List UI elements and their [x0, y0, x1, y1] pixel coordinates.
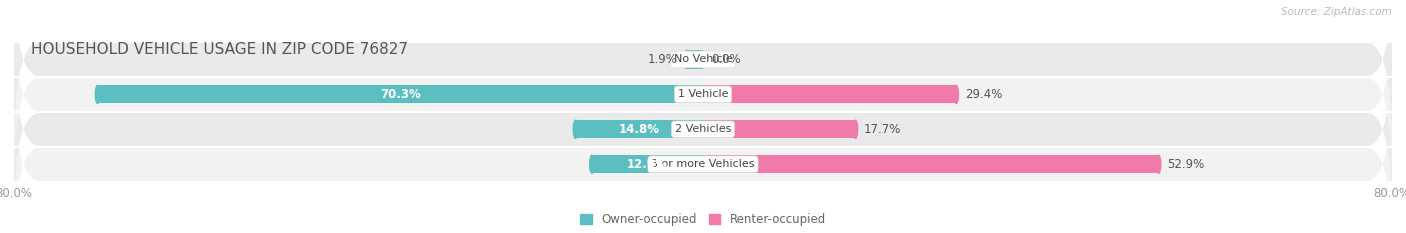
Text: 1 Vehicle: 1 Vehicle [678, 89, 728, 99]
Text: 3 or more Vehicles: 3 or more Vehicles [651, 159, 755, 169]
Circle shape [953, 85, 959, 103]
Text: 14.8%: 14.8% [619, 123, 659, 136]
Bar [703, 155, 1159, 173]
Text: 2 Vehicles: 2 Vehicles [675, 124, 731, 134]
Bar [703, 120, 855, 138]
FancyBboxPatch shape [14, 0, 1392, 147]
Circle shape [1156, 155, 1161, 173]
Text: 12.9%: 12.9% [627, 158, 668, 171]
Text: 29.4%: 29.4% [965, 88, 1002, 101]
Text: 0.0%: 0.0% [711, 53, 741, 66]
Text: 52.9%: 52.9% [1167, 158, 1205, 171]
Circle shape [589, 155, 595, 173]
Bar [97, 85, 703, 103]
Bar [592, 155, 703, 173]
Circle shape [853, 120, 858, 138]
Bar [703, 85, 956, 103]
Legend: Owner-occupied, Renter-occupied: Owner-occupied, Renter-occupied [579, 213, 827, 226]
Text: HOUSEHOLD VEHICLE USAGE IN ZIP CODE 76827: HOUSEHOLD VEHICLE USAGE IN ZIP CODE 7682… [31, 42, 408, 57]
Text: Source: ZipAtlas.com: Source: ZipAtlas.com [1281, 7, 1392, 17]
Text: 70.3%: 70.3% [380, 88, 420, 101]
Text: 1.9%: 1.9% [648, 53, 678, 66]
FancyBboxPatch shape [14, 76, 1392, 233]
Circle shape [96, 85, 100, 103]
Circle shape [574, 120, 578, 138]
Circle shape [685, 50, 689, 69]
Text: 17.7%: 17.7% [865, 123, 901, 136]
Bar [575, 120, 703, 138]
Text: No Vehicle: No Vehicle [673, 55, 733, 64]
FancyBboxPatch shape [14, 6, 1392, 182]
FancyBboxPatch shape [14, 41, 1392, 217]
Bar [686, 50, 703, 69]
